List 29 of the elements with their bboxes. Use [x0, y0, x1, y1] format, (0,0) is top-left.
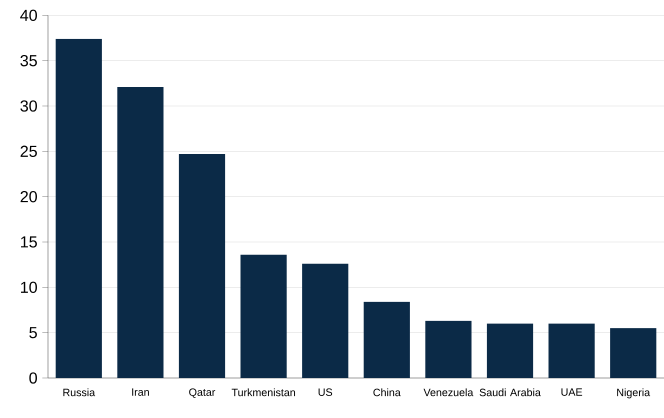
bar	[240, 254, 287, 378]
bar	[302, 264, 348, 378]
bar	[425, 320, 472, 378]
y-tick-label: 40	[20, 10, 37, 21]
y-tick-label: 30	[20, 100, 37, 112]
x-tick-label: Russia	[63, 388, 96, 396]
y-tick-label: 15	[21, 236, 37, 248]
y-tick-label: 35	[20, 55, 37, 66]
y-tick-label: 20	[20, 191, 37, 202]
x-tick-label: Venezuela	[424, 388, 474, 396]
bar	[56, 38, 102, 378]
x-tick-label: Saudi Arabia	[480, 388, 541, 396]
x-tick-label: Nigeria	[617, 388, 650, 398]
x-tick-label: Iran	[132, 388, 149, 396]
bar	[117, 86, 164, 378]
y-tick-label: 5	[29, 327, 37, 338]
bar	[548, 324, 595, 378]
x-tick-label: Qatar	[189, 388, 216, 398]
x-tick-label: US	[318, 388, 332, 396]
bar	[364, 302, 410, 378]
bar	[610, 328, 656, 378]
bar	[486, 324, 534, 378]
y-tick-label: 10	[21, 282, 37, 293]
y-tick-label: 0	[29, 372, 37, 384]
x-tick-label: UAE	[561, 388, 582, 396]
x-tick-label: China	[373, 388, 401, 396]
y-tick-label: 25	[20, 146, 37, 157]
x-tick-label: Turkmenistan	[232, 388, 296, 396]
bar	[178, 154, 226, 378]
